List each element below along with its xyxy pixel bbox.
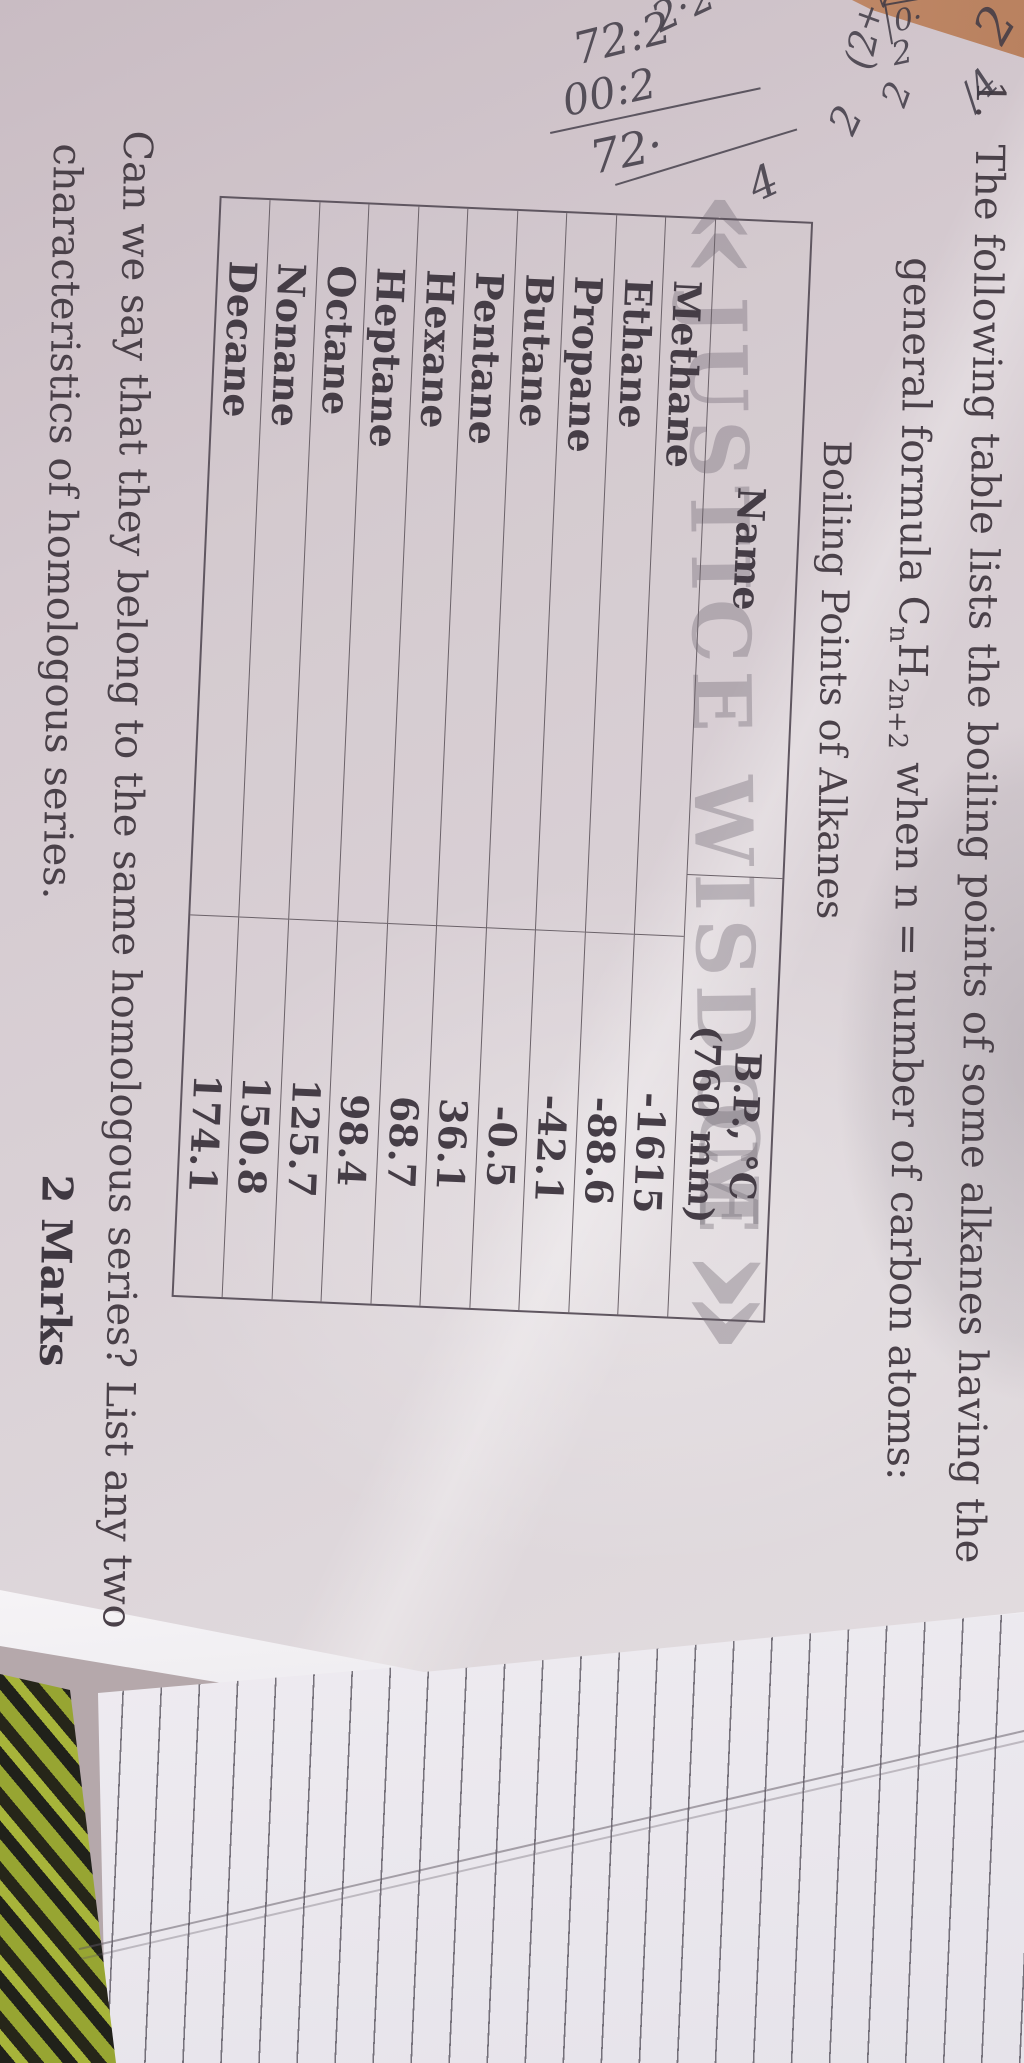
handwriting-mark: 2 — [874, 76, 921, 113]
handwriting-mark: 2 — [820, 98, 873, 142]
handwriting-mark: 00:2 — [558, 58, 661, 126]
handwriting-mark: 72· — [585, 116, 668, 185]
handwriting-layer: 2·2 72:2 00:2 72· 4 2 0· 2 2 +2 (2 2/4 — [0, 0, 1024, 300]
handwriting-mark: 2 — [962, 0, 1024, 54]
printed-question-page — [0, 0, 1024, 1672]
lined-notebook-paper — [98, 1613, 1024, 2063]
handwriting-mark: /4 — [950, 59, 1008, 118]
handwriting-mark: (2 — [836, 25, 888, 74]
handwriting-mark: 4 — [740, 154, 787, 213]
